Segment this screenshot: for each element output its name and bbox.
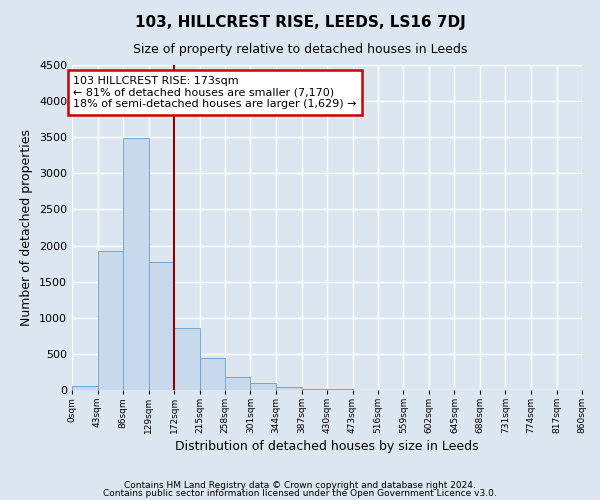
Bar bbox=[251, 383, 276, 390]
Text: Size of property relative to detached houses in Leeds: Size of property relative to detached ho… bbox=[133, 42, 467, 56]
Text: 103 HILLCREST RISE: 173sqm
← 81% of detached houses are smaller (7,170)
18% of s: 103 HILLCREST RISE: 173sqm ← 81% of deta… bbox=[73, 76, 356, 109]
Text: Contains HM Land Registry data © Crown copyright and database right 2024.: Contains HM Land Registry data © Crown c… bbox=[124, 480, 476, 490]
Text: Contains public sector information licensed under the Open Government Licence v3: Contains public sector information licen… bbox=[103, 489, 497, 498]
Bar bbox=[225, 378, 251, 390]
X-axis label: Distribution of detached houses by size in Leeds: Distribution of detached houses by size … bbox=[175, 440, 479, 454]
Bar bbox=[97, 250, 123, 390]
Bar bbox=[123, 138, 149, 390]
Bar bbox=[302, 388, 327, 390]
Y-axis label: Number of detached properties: Number of detached properties bbox=[20, 129, 34, 326]
Bar bbox=[199, 358, 225, 390]
Bar bbox=[149, 262, 174, 390]
Text: 103, HILLCREST RISE, LEEDS, LS16 7DJ: 103, HILLCREST RISE, LEEDS, LS16 7DJ bbox=[134, 15, 466, 30]
Bar bbox=[276, 388, 302, 390]
Bar bbox=[72, 386, 97, 390]
Bar bbox=[174, 328, 199, 390]
